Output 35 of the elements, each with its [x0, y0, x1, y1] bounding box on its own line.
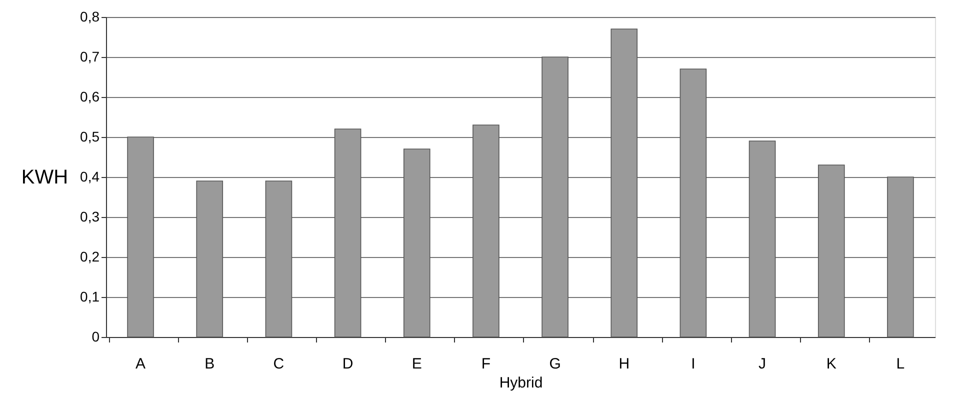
x-tick-label: L — [896, 356, 905, 372]
bar — [818, 164, 845, 338]
bar — [472, 124, 500, 338]
bar — [542, 56, 568, 338]
bar — [334, 128, 362, 338]
x-tick-label: A — [136, 356, 146, 372]
x-tick-label: G — [549, 356, 561, 372]
y-axis-title: KWH — [21, 166, 68, 188]
x-tick-label: D — [342, 356, 354, 372]
bar — [127, 136, 154, 338]
y-tick-label: 0,6 — [80, 88, 100, 104]
x-tick-label: K — [826, 356, 836, 372]
y-tick-label: 0,5 — [80, 128, 100, 144]
y-tick-label: 0,1 — [80, 288, 100, 304]
bar — [196, 180, 224, 338]
x-tick-label: F — [481, 356, 491, 372]
y-tick-label: 0,7 — [80, 48, 100, 64]
y-tick-label: 0,4 — [80, 168, 100, 184]
bar — [680, 68, 707, 338]
y-tick-label: 0 — [92, 328, 100, 344]
y-tick-label: 0,8 — [80, 8, 100, 24]
bar — [265, 180, 292, 338]
y-tick-label: 0,2 — [80, 248, 100, 264]
bar — [887, 176, 914, 338]
x-tick-label: I — [691, 356, 696, 372]
x-tick-label: H — [618, 356, 630, 372]
bar — [610, 28, 638, 338]
x-tick-label: B — [204, 356, 215, 372]
bar — [748, 140, 776, 338]
x-axis-title: Hybrid — [499, 374, 543, 392]
y-tick-label: 0,3 — [80, 208, 100, 224]
x-tick-label: J — [758, 356, 766, 372]
bar — [403, 148, 430, 338]
x-tick-label: C — [273, 356, 284, 372]
x-tick-label: E — [412, 356, 422, 372]
